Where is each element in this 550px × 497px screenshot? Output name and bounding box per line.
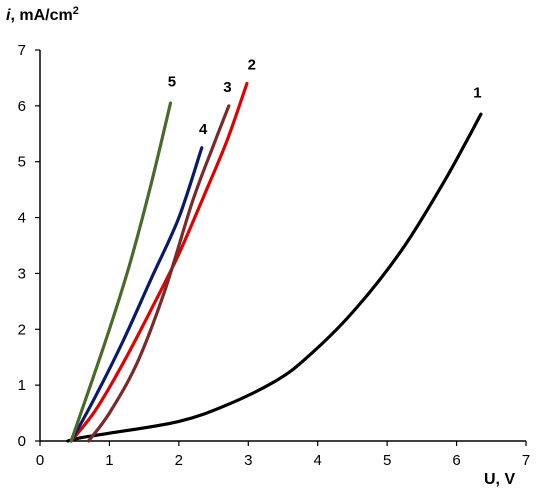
y-axis-title-symbol: i	[6, 7, 11, 24]
x-axis-title: U, V	[484, 471, 515, 488]
x-tick-label: 2	[175, 452, 183, 469]
y-tick-label: 1	[18, 377, 26, 394]
x-tick-label: 4	[314, 452, 322, 469]
x-tick-label: 0	[36, 452, 44, 469]
series-layer	[66, 81, 483, 443]
y-axis-title-unit: , mA/cm	[10, 7, 72, 24]
y-tick-label: 5	[18, 154, 26, 171]
x-tick-label: 6	[452, 452, 460, 469]
x-tick-label: 1	[105, 452, 113, 469]
y-axis-title-sup: 2	[73, 5, 79, 17]
series-3-line	[87, 104, 231, 443]
x-tick-label: 7	[522, 452, 530, 469]
series-4-line	[69, 146, 204, 443]
series-1-line	[66, 112, 483, 443]
series-5-line	[69, 101, 173, 443]
y-tick-label: 2	[18, 321, 26, 338]
y-tick-label: 6	[18, 98, 26, 115]
y-tick-label: 3	[18, 265, 26, 282]
series-2-label: 2	[248, 57, 256, 74]
y-tick-label: 7	[18, 42, 26, 59]
series-5-label: 5	[168, 73, 176, 90]
y-tick-label: 4	[18, 210, 26, 227]
x-tick-label: 5	[383, 452, 391, 469]
series-2-line	[69, 81, 249, 443]
y-tick-label: 0	[18, 433, 26, 450]
x-tick-label: 3	[244, 452, 252, 469]
series-4-label: 4	[199, 121, 208, 138]
y-axis-title: i, mA/cm2	[6, 5, 79, 24]
series-1-label: 1	[473, 84, 481, 101]
series-3-label: 3	[223, 79, 231, 96]
